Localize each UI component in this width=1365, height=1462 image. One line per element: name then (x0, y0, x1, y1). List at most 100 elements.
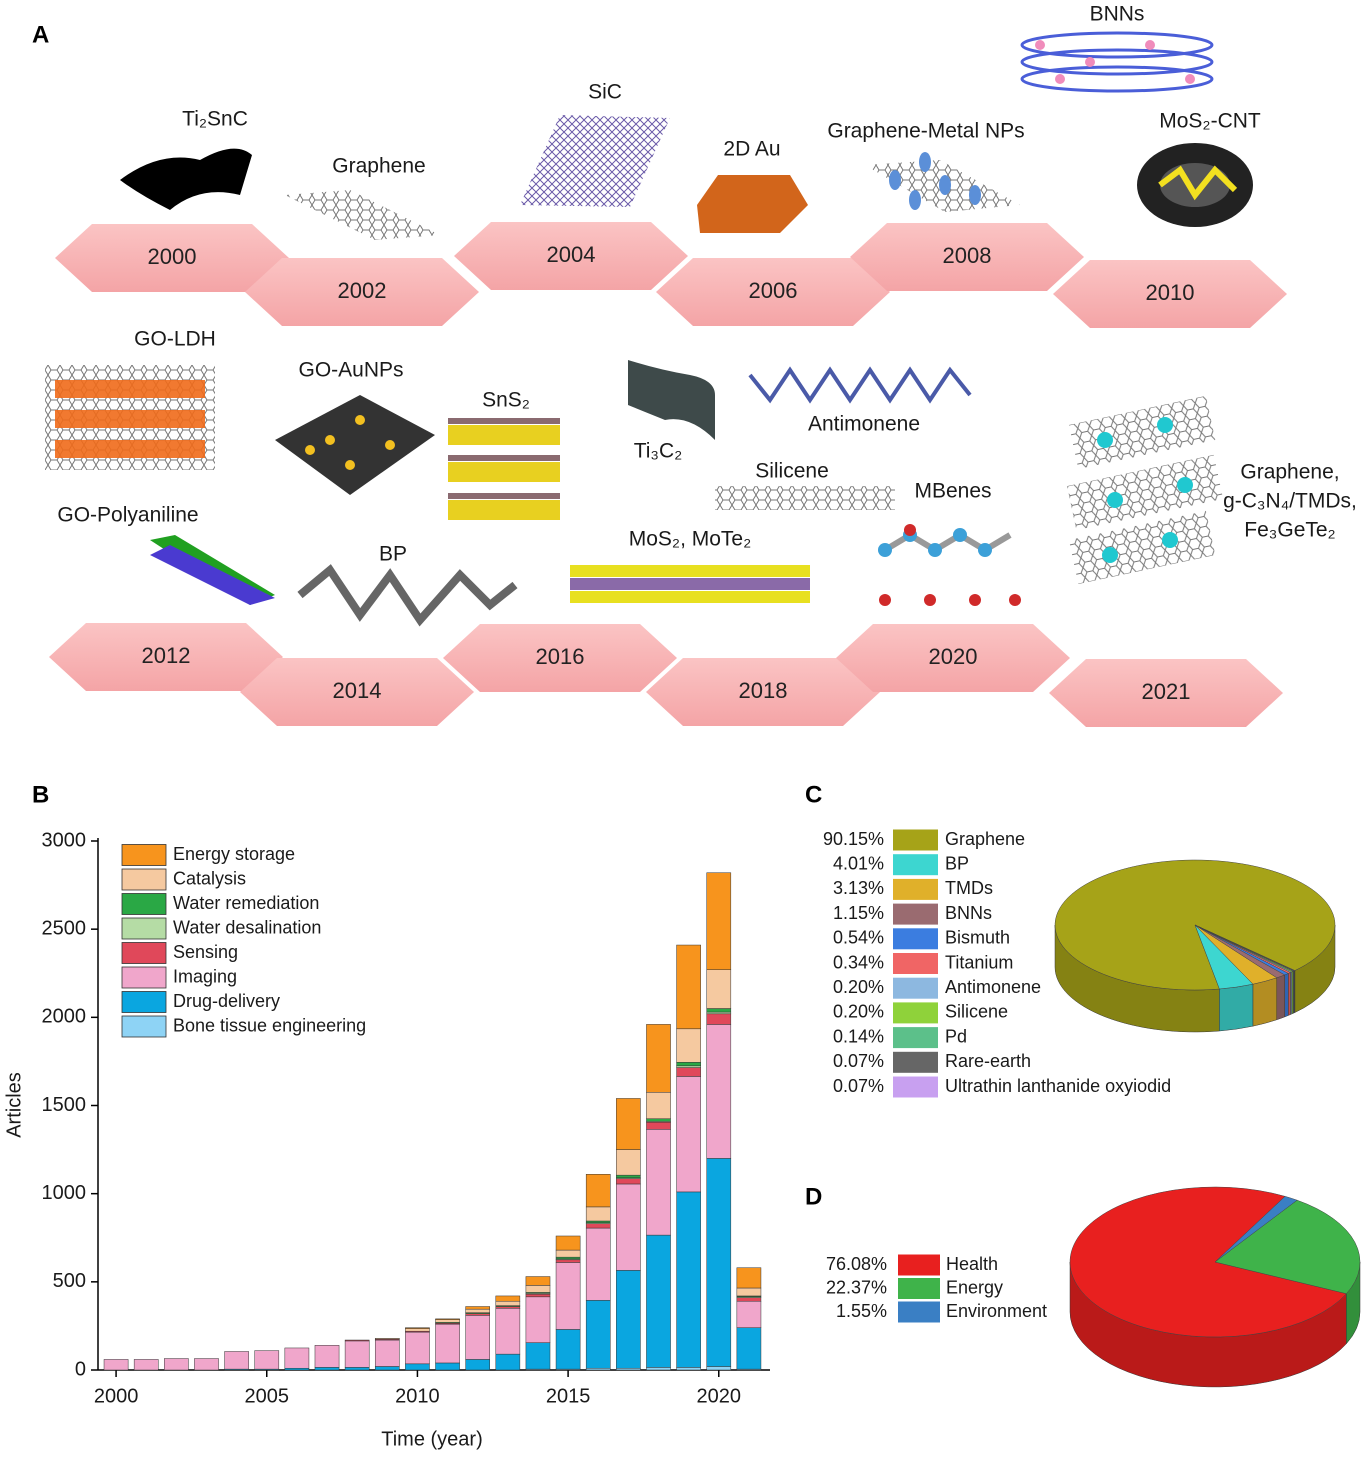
legend-value: 0.14% (833, 1026, 884, 1046)
bar-segment (555, 1235, 581, 1251)
bar-segment (616, 1270, 641, 1369)
pie-slice (1194, 924, 1296, 972)
bar-segment (344, 1340, 370, 1368)
bar-segment (646, 1367, 671, 1371)
bar-segment (405, 1363, 430, 1371)
bar-segment (254, 1350, 280, 1370)
material-label: Graphene-Metal NPs (827, 120, 1024, 143)
legend-value: 0.20% (833, 1002, 884, 1022)
y-tick-label: 3000 (42, 829, 87, 851)
bar-segment (585, 1367, 611, 1371)
timeline-hexagon (240, 658, 474, 726)
timeline-hexagon (55, 224, 289, 292)
legend-value: 0.07% (833, 1076, 884, 1096)
legend-swatch (121, 868, 167, 891)
illustrations (45, 31, 1253, 627)
x-tick-label: 2000 (94, 1385, 139, 1407)
bar-segment (344, 1339, 370, 1342)
timeline-year: 2002 (338, 278, 387, 303)
bar-segment (676, 1028, 701, 1063)
legend-swatch (893, 854, 938, 876)
bar-segment (555, 1329, 581, 1370)
material-label: MBenes (914, 480, 991, 503)
bar-segment (585, 1223, 611, 1229)
legend-label: Imaging (173, 966, 237, 986)
bar-segment (585, 1227, 611, 1301)
bar-segment (736, 1297, 762, 1302)
bar-segment (314, 1367, 340, 1371)
bar-segment (616, 1367, 641, 1371)
x-tick-label: 2005 (245, 1385, 290, 1407)
legend-value: 4.01% (833, 853, 884, 873)
material-label: BNNs (1090, 3, 1145, 26)
legend-label: BP (945, 853, 969, 873)
pie-slice-side (1284, 973, 1289, 1018)
legend-swatch (893, 878, 938, 900)
timeline-year: 2020 (929, 644, 978, 669)
bar-segment (585, 1206, 611, 1222)
timeline-hexagon (646, 658, 880, 726)
bar-segment (495, 1308, 521, 1355)
y-tick-label: 2000 (42, 1006, 87, 1028)
bar-segment (465, 1306, 490, 1310)
legend-swatch (893, 1027, 938, 1049)
material-label: BP (379, 543, 407, 566)
bar-segment (676, 944, 701, 1030)
timeline-hexagon (454, 222, 688, 290)
legend-swatch (893, 829, 938, 851)
legend-label: TMDs (945, 878, 993, 898)
legend-label: BNNs (945, 903, 992, 923)
material-label: GO-AuNPs (298, 359, 403, 382)
bar-segment (646, 1118, 671, 1122)
legend-swatch (893, 1076, 938, 1098)
bar-segment (374, 1339, 400, 1367)
legend-swatch (121, 991, 167, 1013)
material-label: GO-Polyaniline (57, 504, 198, 527)
y-axis-title: Articles (3, 1072, 25, 1138)
legend-value: 0.07% (833, 1051, 884, 1071)
bar-segment (646, 1129, 671, 1236)
bar-segment (706, 1008, 732, 1013)
bar-segment (465, 1313, 490, 1316)
bar-segment (616, 1149, 641, 1176)
bar-segment (676, 1062, 701, 1067)
bar-segment (676, 1367, 701, 1371)
timeline-hexagon (1053, 260, 1287, 328)
legend-swatch (121, 942, 167, 964)
material-label: Graphene (332, 155, 425, 178)
legend-value: 0.34% (833, 952, 884, 972)
legend-swatch (121, 917, 167, 940)
material-label: MoS₂, MoTe₂ (629, 528, 752, 551)
legend-label: Sensing (173, 942, 238, 962)
bar-segment (706, 1366, 732, 1371)
bar-segment (616, 1178, 641, 1185)
bar-segment (465, 1308, 490, 1313)
x-tick-label: 2020 (697, 1385, 742, 1407)
bar-segment (525, 1293, 551, 1298)
material-label: 2D Au (723, 138, 780, 161)
panel-label: B (32, 781, 49, 808)
pie-slice-side (1252, 977, 1278, 1027)
bar-segment (525, 1276, 551, 1286)
legend-value: 1.55% (836, 1301, 887, 1321)
legend-label: Titanium (945, 952, 1013, 972)
bar-segment (465, 1315, 490, 1360)
bar-segment (405, 1328, 430, 1332)
bar-segment (585, 1220, 611, 1224)
legend-label: Bone tissue engineering (173, 1015, 366, 1035)
bar-segment (676, 1191, 701, 1368)
bar-segment (224, 1351, 249, 1370)
bar-segment (555, 1259, 581, 1263)
timeline-hexagon (836, 624, 1070, 692)
bar-segment (465, 1359, 490, 1371)
y-tick-label: 1000 (42, 1182, 87, 1204)
bar-segment (284, 1367, 310, 1371)
pie-slice (1214, 1196, 1298, 1263)
legend-value: 90.15% (823, 829, 884, 849)
bar-segment (374, 1366, 400, 1371)
bar-segment (284, 1347, 310, 1369)
legend-label: Water desalination (173, 917, 321, 937)
legend-swatch (121, 893, 167, 915)
bar-segment (103, 1359, 129, 1371)
bar-segment (495, 1353, 521, 1371)
